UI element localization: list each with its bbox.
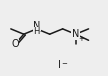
Text: N: N	[33, 21, 40, 31]
Text: H: H	[33, 27, 40, 36]
Text: I: I	[58, 60, 61, 70]
Text: −: −	[61, 61, 67, 67]
Text: +: +	[79, 36, 84, 42]
Text: N: N	[72, 29, 79, 39]
Text: O: O	[11, 39, 19, 49]
